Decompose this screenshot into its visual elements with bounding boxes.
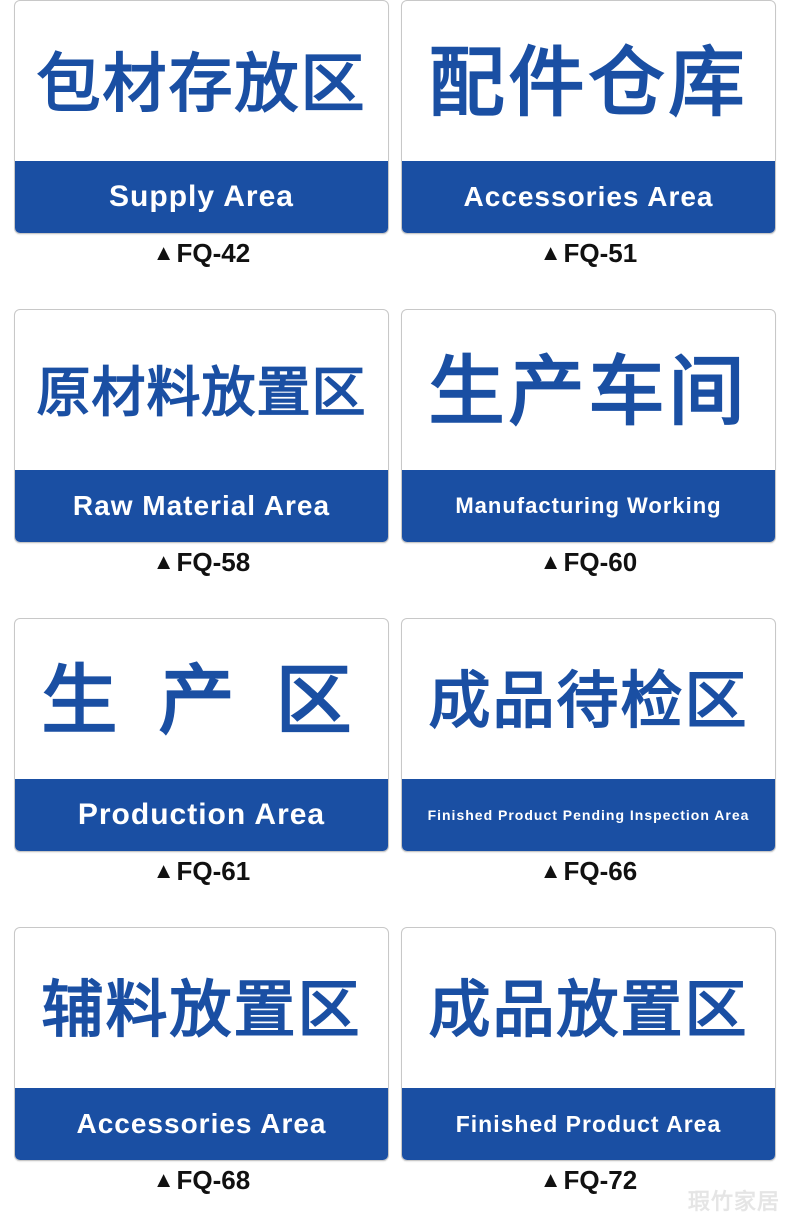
sign-chinese-text: 成品待检区 bbox=[428, 671, 748, 733]
sign-card-wrap: 包材存放区 Supply Area ▲ FQ-42 bbox=[14, 0, 389, 295]
sign-grid: 包材存放区 Supply Area ▲ FQ-42 配件仓库 Accessori… bbox=[0, 0, 790, 1222]
triangle-icon: ▲ bbox=[153, 242, 175, 264]
sign-english-bar: Accessories Area bbox=[15, 1088, 388, 1160]
sign-card-wrap: 成品待检区 Finished Product Pending Inspectio… bbox=[401, 618, 776, 913]
sign-card: 生 产 区 Production Area bbox=[14, 618, 389, 852]
sign-code-line: ▲ FQ-42 bbox=[153, 240, 250, 266]
triangle-icon: ▲ bbox=[540, 1169, 562, 1191]
sign-code-text: FQ-72 bbox=[564, 1167, 638, 1193]
sign-english-bar: Production Area bbox=[15, 779, 388, 851]
sign-english-bar: Finished Product Area bbox=[402, 1088, 775, 1160]
sign-card: 包材存放区 Supply Area bbox=[14, 0, 389, 234]
sign-code-text: FQ-68 bbox=[177, 1167, 251, 1193]
sign-code-line: ▲ FQ-72 bbox=[540, 1167, 637, 1193]
sign-code-text: FQ-66 bbox=[564, 858, 638, 884]
sign-card: 辅料放置区 Accessories Area bbox=[14, 927, 389, 1161]
sign-english-bar: Manufacturing Working bbox=[402, 470, 775, 542]
sign-code-line: ▲ FQ-68 bbox=[153, 1167, 250, 1193]
sign-english-bar: Raw Material Area bbox=[15, 470, 388, 542]
sign-card: 成品待检区 Finished Product Pending Inspectio… bbox=[401, 618, 776, 852]
triangle-icon: ▲ bbox=[153, 1169, 175, 1191]
sign-chinese-text: 生产车间 bbox=[429, 355, 749, 431]
triangle-icon: ▲ bbox=[540, 551, 562, 573]
sign-chinese-text: 生 产 区 bbox=[41, 664, 361, 740]
sign-english-bar: Finished Product Pending Inspection Area bbox=[402, 779, 775, 851]
sign-chinese-area: 成品放置区 bbox=[402, 928, 775, 1088]
sign-card: 成品放置区 Finished Product Area bbox=[401, 927, 776, 1161]
sign-chinese-text: 辅料放置区 bbox=[41, 980, 361, 1042]
sign-english-bar: Supply Area bbox=[15, 161, 388, 233]
sign-chinese-area: 成品待检区 bbox=[402, 619, 775, 779]
triangle-icon: ▲ bbox=[153, 551, 175, 573]
triangle-icon: ▲ bbox=[153, 860, 175, 882]
sign-card-wrap: 生 产 区 Production Area ▲ FQ-61 bbox=[14, 618, 389, 913]
sign-code-text: FQ-51 bbox=[564, 240, 638, 266]
sign-code-line: ▲ FQ-61 bbox=[153, 858, 250, 884]
sign-chinese-area: 原材料放置区 bbox=[15, 310, 388, 470]
sign-code-text: FQ-61 bbox=[177, 858, 251, 884]
sign-card-wrap: 生产车间 Manufacturing Working ▲ FQ-60 bbox=[401, 309, 776, 604]
sign-chinese-area: 生产车间 bbox=[402, 310, 775, 470]
sign-code-text: FQ-58 bbox=[177, 549, 251, 575]
sign-chinese-text: 包材存放区 bbox=[37, 52, 367, 116]
sign-card: 配件仓库 Accessories Area bbox=[401, 0, 776, 234]
sign-code-line: ▲ FQ-51 bbox=[540, 240, 637, 266]
sign-code-line: ▲ FQ-60 bbox=[540, 549, 637, 575]
sign-chinese-text: 成品放置区 bbox=[428, 980, 748, 1042]
sign-card: 原材料放置区 Raw Material Area bbox=[14, 309, 389, 543]
sign-code-text: FQ-42 bbox=[177, 240, 251, 266]
sign-chinese-area: 生 产 区 bbox=[15, 619, 388, 779]
sign-chinese-area: 配件仓库 bbox=[402, 1, 775, 161]
sign-code-text: FQ-60 bbox=[564, 549, 638, 575]
sign-card-wrap: 成品放置区 Finished Product Area ▲ FQ-72 bbox=[401, 927, 776, 1222]
sign-card-wrap: 配件仓库 Accessories Area ▲ FQ-51 bbox=[401, 0, 776, 295]
triangle-icon: ▲ bbox=[540, 242, 562, 264]
sign-chinese-text: 配件仓库 bbox=[429, 46, 749, 122]
sign-code-line: ▲ FQ-58 bbox=[153, 549, 250, 575]
sign-code-line: ▲ FQ-66 bbox=[540, 858, 637, 884]
sign-card-wrap: 原材料放置区 Raw Material Area ▲ FQ-58 bbox=[14, 309, 389, 604]
sign-card-wrap: 辅料放置区 Accessories Area ▲ FQ-68 bbox=[14, 927, 389, 1222]
sign-chinese-text: 原材料放置区 bbox=[37, 366, 367, 420]
sign-chinese-area: 辅料放置区 bbox=[15, 928, 388, 1088]
sign-chinese-area: 包材存放区 bbox=[15, 1, 388, 161]
triangle-icon: ▲ bbox=[540, 860, 562, 882]
sign-card: 生产车间 Manufacturing Working bbox=[401, 309, 776, 543]
sign-english-bar: Accessories Area bbox=[402, 161, 775, 233]
